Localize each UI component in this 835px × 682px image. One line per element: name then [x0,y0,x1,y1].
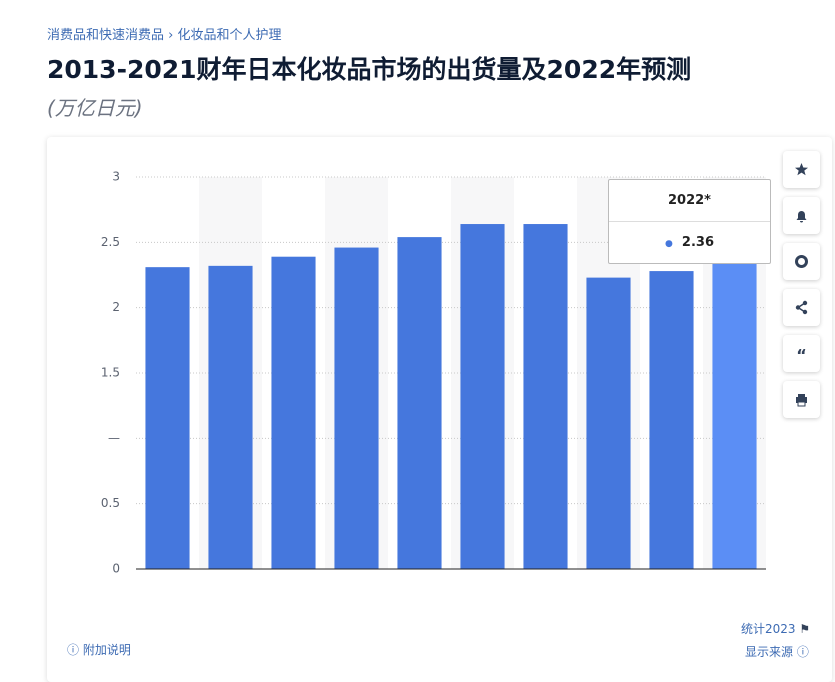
source-year-text: 统计2023 [741,622,796,636]
breadcrumb-link[interactable]: 化妆品和个人护理 [177,28,282,43]
bar [712,260,757,569]
y-tick-label: 3 [112,170,120,184]
y-tick-label: 2.5 [101,235,120,249]
y-tick-label: 0 [112,562,120,576]
share-button[interactable] [783,289,820,326]
tooltip-value: 2.36 [681,235,714,250]
y-tick-label: — [108,431,120,445]
y-tick-label: 2 [112,300,120,314]
breadcrumb-separator: › [168,28,178,43]
breadcrumb-link[interactable]: 消费品和快速消费品 [47,28,165,43]
additional-info-text: 附加说明 [82,643,131,657]
page-title: 2013-2021财年日本化妆品市场的出货量及2022年预测 [47,55,692,84]
bar [649,271,694,569]
bar [208,265,253,569]
show-source[interactable]: 显示来源 ⓘ [745,645,809,659]
svg-text:“: “ [796,346,807,365]
y-tick-label: 0.5 [101,496,120,510]
tooltip: 2022* ● 2.36 [608,179,771,264]
y-tick-label: 1.5 [101,366,120,380]
bar [334,247,379,569]
tooltip-category: 2022* [609,180,770,222]
show-source-text: 显示来源 [745,645,794,659]
cite-button[interactable]: “ [783,335,820,372]
breadcrumb: 消费品和快速消费品 › 化妆品和个人护理 [47,24,282,43]
favorite-button[interactable] [783,151,820,188]
bar [523,224,568,570]
source-year[interactable]: 统计2023 ⚑ [741,622,811,636]
additional-info[interactable]: ⓘ 附加说明 [67,643,131,657]
notification-button[interactable] [783,197,820,234]
bar [586,277,631,569]
subtitle: (万亿日元) [47,96,143,120]
settings-button[interactable] [783,243,820,280]
print-button[interactable] [783,381,820,418]
tooltip-value-row: ● 2.36 [665,235,714,250]
bar [145,267,190,569]
bar [397,237,442,569]
bar [271,256,316,569]
bar [460,224,505,570]
